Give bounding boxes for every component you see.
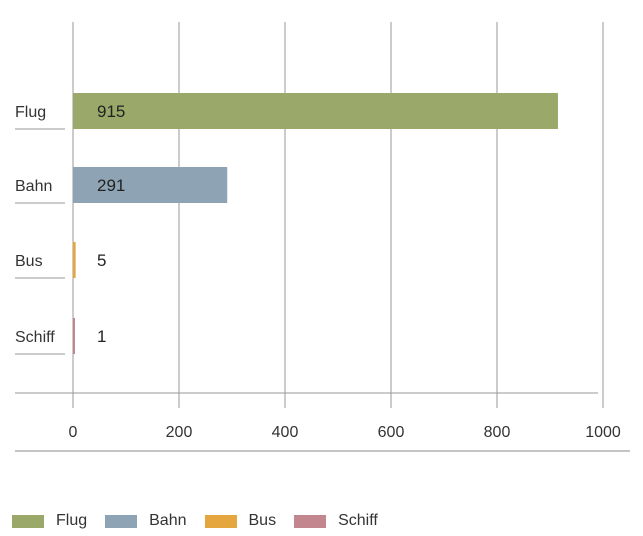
legend-swatch: [12, 514, 44, 528]
legend-item: Bus: [204, 512, 277, 530]
legend-item: Schiff: [294, 512, 378, 530]
bar-flug: [73, 93, 558, 129]
legend-item: Bahn: [105, 512, 187, 530]
data-label: 291: [97, 176, 125, 195]
x-tick-label: 1000: [585, 424, 621, 441]
legend-swatch: [204, 514, 237, 528]
x-tick-label: 800: [484, 424, 511, 441]
x-tick-label: 600: [378, 424, 405, 441]
legend-label: Bahn: [149, 512, 187, 529]
x-tick-label: 400: [272, 424, 299, 441]
data-label: 915: [97, 102, 125, 121]
legend-item: Flug: [12, 512, 87, 530]
legend-swatch: [294, 514, 327, 528]
bar-bahn: [73, 167, 228, 203]
x-tick-label: 200: [166, 424, 193, 441]
category-label: Schiff: [15, 329, 55, 346]
legend-label: Flug: [56, 512, 88, 529]
bar-bus: [73, 242, 76, 278]
legend-label: Schiff: [338, 512, 378, 529]
legend-label: Bus: [248, 512, 277, 529]
category-label: Bahn: [15, 178, 52, 195]
data-label: 1: [97, 327, 106, 346]
data-label: 5: [97, 251, 106, 270]
category-label: Flug: [15, 104, 46, 121]
x-tick-label: 0: [69, 424, 78, 441]
bar-schiff: [73, 318, 75, 354]
bar-chart: 0 200 400 600 800 1000 Flug 915 Bahn 291 Bus 5 Schif…: [15, 22, 630, 452]
legend-swatch: [105, 514, 138, 528]
chart-legend: Flug Bahn Bus Schiff: [12, 512, 396, 530]
category-label: Bus: [15, 253, 43, 270]
